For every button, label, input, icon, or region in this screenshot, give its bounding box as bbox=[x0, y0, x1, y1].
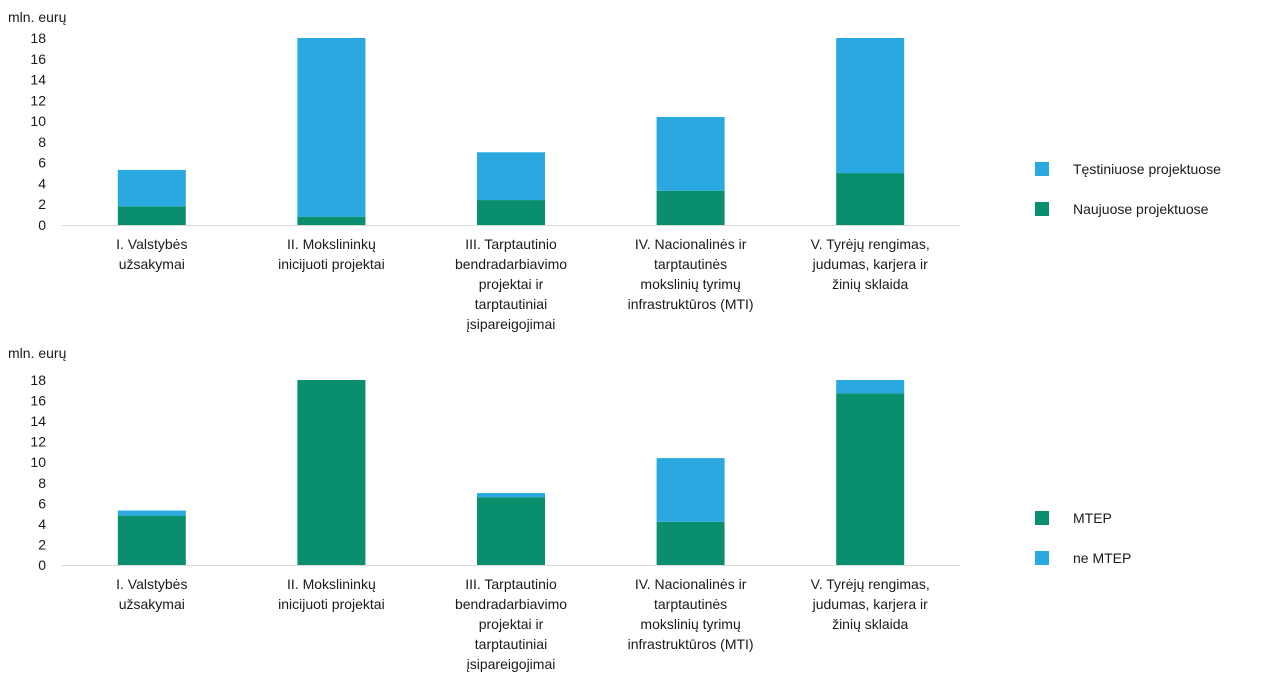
bar-segment bbox=[477, 152, 545, 201]
x-category-label-line: žinių sklaida bbox=[832, 616, 908, 632]
legend-swatch bbox=[1035, 162, 1049, 176]
y-tick-label: 14 bbox=[30, 413, 46, 429]
legend-swatch bbox=[1035, 202, 1049, 216]
x-category-label-line: tarptautiniai bbox=[475, 636, 547, 652]
x-category-label-line: tarptautinės bbox=[654, 596, 727, 612]
x-category-label: V. Tyrėjų rengimas, judumas, karjera ir ži… bbox=[811, 236, 930, 292]
bar-segment bbox=[656, 116, 725, 191]
legend-label: Tęstiniuose projektuose bbox=[1073, 161, 1221, 177]
bar-segment bbox=[297, 380, 366, 565]
y-tick-label: 8 bbox=[38, 475, 46, 491]
x-category-label-line: II. Mokslininkų bbox=[287, 236, 376, 252]
y-tick-label: 16 bbox=[30, 393, 46, 409]
y-tick-label: 0 bbox=[38, 557, 46, 573]
x-category-label-line: mokslinių tyrimų bbox=[640, 276, 741, 292]
bar-segment bbox=[477, 200, 545, 225]
x-category-label-line: V. Tyrėjų rengimas, bbox=[811, 576, 930, 592]
x-category-label-line: I. Valstybės bbox=[116, 576, 187, 592]
x-category-label-line: užsakymai bbox=[119, 256, 185, 272]
y-tick-label: 2 bbox=[38, 196, 46, 212]
y-tick-label: 0 bbox=[38, 217, 46, 233]
x-category-label: II. Mokslininkų inicijuoti projektai bbox=[278, 576, 385, 612]
y-tick-label: 12 bbox=[30, 434, 46, 450]
y-tick-label: 10 bbox=[30, 454, 46, 470]
x-category-label-line: IV. Nacionalinės ir bbox=[635, 236, 747, 252]
bar-segment bbox=[836, 173, 905, 225]
bar-segment bbox=[297, 216, 366, 225]
y-tick-label: 16 bbox=[30, 51, 46, 67]
x-category-label-line: III. Tarptautinio bbox=[465, 576, 557, 592]
x-category-label-line: užsakymai bbox=[119, 596, 185, 612]
y-tick-label: 18 bbox=[30, 30, 46, 46]
chart-2: mln. eurų 0 2 4 6 8 10 12 14 16 18 I. Valstybės užsa… bbox=[8, 345, 1131, 672]
x-category-label: II. Mokslininkų inicijuoti projektai bbox=[278, 236, 385, 272]
x-category-label: I. Valstybės užsakymai bbox=[116, 576, 187, 612]
bar-segment bbox=[477, 493, 545, 498]
x-category-label-line: bendradarbiavimo bbox=[455, 256, 567, 272]
legend-label: Naujuose projektuose bbox=[1073, 201, 1209, 217]
x-category-label: IV. Nacionalinės ir tarptautinės mokslinių… bbox=[628, 576, 754, 652]
chart-1: mln. eurų 0 2 4 6 8 10 12 14 16 18 I. Valstybės užsa… bbox=[8, 9, 1221, 332]
x-category-label-line: V. Tyrėjų rengimas, bbox=[811, 236, 930, 252]
x-category-label-line: projektai ir bbox=[479, 276, 544, 292]
y-tick-label: 4 bbox=[38, 175, 46, 191]
bar-segment bbox=[477, 497, 545, 565]
y-tick-label: 12 bbox=[30, 92, 46, 108]
x-category-label-line: judumas, karjera ir bbox=[812, 596, 928, 612]
y-tick-label: 4 bbox=[38, 516, 46, 532]
y-tick-label: 6 bbox=[38, 495, 46, 511]
x-category-label-line: bendradarbiavimo bbox=[455, 596, 567, 612]
x-category-label-line: I. Valstybės bbox=[116, 236, 187, 252]
x-category-label: V. Tyrėjų rengimas, judumas, karjera ir ži… bbox=[811, 576, 930, 632]
y-tick-label: 10 bbox=[30, 113, 46, 129]
x-category-label-line: įsipareigojimai bbox=[467, 316, 556, 332]
x-category-label-line: tarptautinės bbox=[654, 256, 727, 272]
y-tick-label: 6 bbox=[38, 155, 46, 171]
bar-segment bbox=[836, 38, 905, 174]
legend-swatch bbox=[1035, 551, 1049, 565]
x-category-label: IV. Nacionalinės ir tarptautinės mokslinių… bbox=[628, 236, 754, 312]
x-category-label-line: judumas, karjera ir bbox=[812, 256, 928, 272]
legend-label: ne MTEP bbox=[1073, 550, 1131, 566]
y-tick-label: 14 bbox=[30, 72, 46, 88]
bar-segment bbox=[836, 393, 905, 565]
bar-segment bbox=[117, 510, 186, 516]
x-category-label: I. Valstybės užsakymai bbox=[116, 236, 187, 272]
x-category-label: III. Tarptautinio bendradarbiavimo projekt… bbox=[455, 236, 567, 332]
y-tick-label: 8 bbox=[38, 134, 46, 150]
bar-segment bbox=[656, 521, 725, 565]
bar-segment bbox=[836, 380, 905, 394]
x-category-label-line: žinių sklaida bbox=[832, 276, 908, 292]
x-category-label-line: inicijuoti projektai bbox=[278, 596, 385, 612]
x-category-label-line: tarptautiniai bbox=[475, 296, 547, 312]
x-category-label-line: III. Tarptautinio bbox=[465, 236, 557, 252]
bar-segment bbox=[117, 169, 186, 207]
x-category-label-line: projektai ir bbox=[479, 616, 544, 632]
x-category-label-line: inicijuoti projektai bbox=[278, 256, 385, 272]
x-category-label-line: infrastruktūros (MTI) bbox=[628, 296, 754, 312]
x-category-label-line: įsipareigojimai bbox=[467, 656, 556, 672]
y-tick-label: 2 bbox=[38, 536, 46, 552]
legend-label: MTEP bbox=[1073, 510, 1112, 526]
x-category-label-line: IV. Nacionalinės ir bbox=[635, 576, 747, 592]
x-category-label: III. Tarptautinio bendradarbiavimo projekt… bbox=[455, 576, 567, 672]
bar-segment bbox=[656, 458, 725, 522]
bar-segment bbox=[297, 38, 366, 217]
x-category-label-line: infrastruktūros (MTI) bbox=[628, 636, 754, 652]
x-category-label-line: II. Mokslininkų bbox=[287, 576, 376, 592]
bar-segment bbox=[117, 515, 186, 565]
y-tick-label: 18 bbox=[30, 372, 46, 388]
x-category-label-line: mokslinių tyrimų bbox=[640, 616, 741, 632]
y-unit-label: mln. eurų bbox=[8, 9, 67, 25]
legend-swatch bbox=[1035, 511, 1049, 525]
bar-segment bbox=[117, 206, 186, 225]
bar-segment bbox=[656, 190, 725, 225]
y-unit-label: mln. eurų bbox=[8, 345, 67, 361]
